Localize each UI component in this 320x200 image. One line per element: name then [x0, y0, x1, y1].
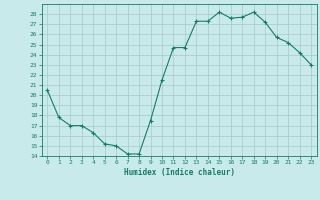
X-axis label: Humidex (Indice chaleur): Humidex (Indice chaleur) — [124, 168, 235, 177]
